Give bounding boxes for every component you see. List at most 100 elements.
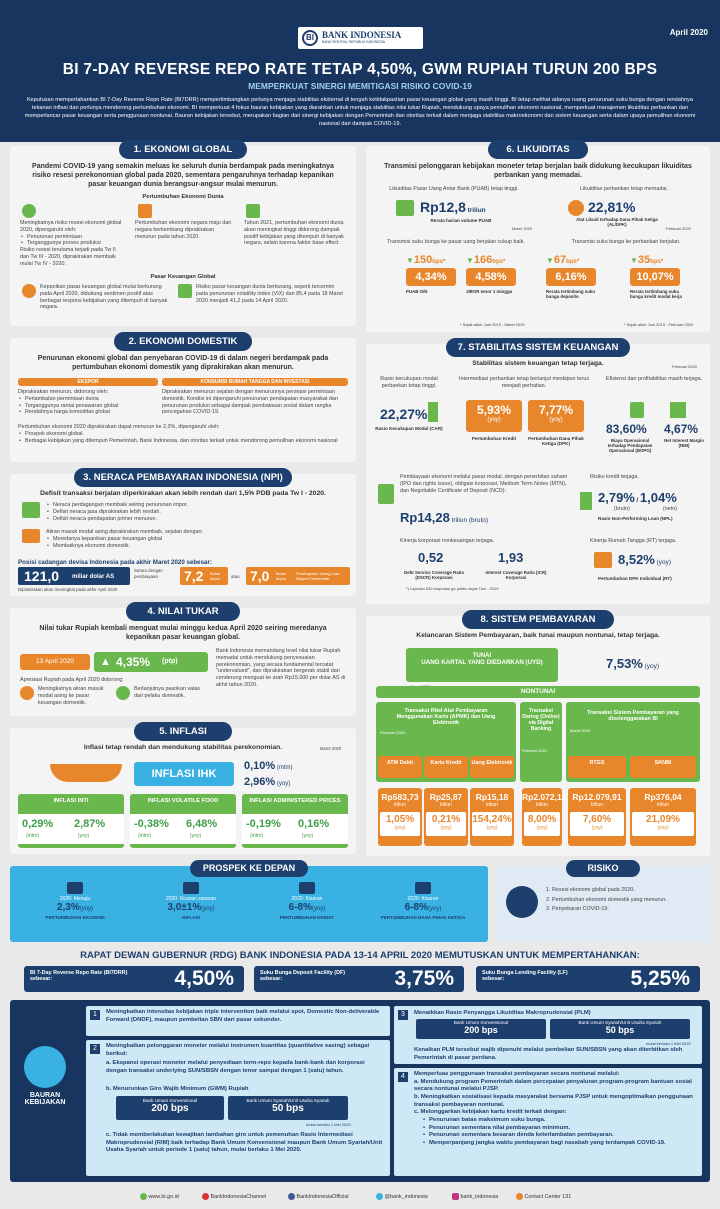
- prospek-icon: [299, 882, 315, 894]
- coins-icon: [568, 200, 584, 216]
- rdg-rate-bi7drr: BI 7-Day Reverse Repo Rate (BI7DRR) sebe…: [24, 966, 244, 992]
- phone-icon: [516, 1193, 523, 1200]
- arrow-down-icon: ▼: [630, 256, 638, 265]
- basket-icon: [50, 764, 122, 782]
- apresiasi-1: Meningkatnya aliran masuk modal asing ke…: [38, 686, 104, 706]
- header: BI BANK INDONESIA BANK SENTRAL REPUBLIK …: [0, 0, 720, 142]
- section-lead: Inflasi tetap rendah dan mendukung stabi…: [83, 744, 283, 751]
- ekspor-text: Diprakirakan menurun, didorong oleh: Per…: [18, 389, 158, 416]
- footer-contact[interactable]: Contact Center 131: [516, 1193, 571, 1200]
- tab-konsumsi: KONSUMSI RUMAH TANGGA DAN INVESTASI: [162, 378, 348, 386]
- puab-date: Maret 2020: [512, 226, 533, 231]
- payment-label: SKNBI: [630, 756, 696, 778]
- prospek-icon: [183, 882, 199, 894]
- prospek-item: 2020: Kisaran sasaran 3,0±1%(yoy) INFLASI: [136, 882, 246, 920]
- dscr-value: 0,52: [418, 550, 444, 565]
- puab-sub: Rerata harian volume PUAB: [430, 218, 492, 223]
- section-title: 4. NILAI TUKAR: [126, 602, 240, 621]
- npl-units: (bruto) (neto): [614, 506, 677, 512]
- inflasi-date: Maret 2020: [320, 746, 342, 751]
- arrow-down-icon: ▼: [466, 256, 474, 265]
- months-2: 7,0 Bulan Impor Pembayaran Utang Luar Ne…: [246, 567, 350, 585]
- note-2: * Sejak akhir Juni 2019 - Februari 2020: [624, 322, 694, 327]
- reserve-value: 121,0: [24, 568, 60, 584]
- footer-twitter[interactable]: @bank_indonesia: [376, 1193, 428, 1200]
- nim-value: 4,67%: [664, 422, 699, 436]
- footer-youtube[interactable]: BankIndonesiaChannel: [202, 1193, 266, 1200]
- al-value: 22,81%: [588, 199, 636, 215]
- apmk-date: Februari 2020: [380, 730, 405, 735]
- footer-facebook[interactable]: BankIndonesiaOfficial: [288, 1193, 349, 1200]
- rate-cell: ▼166bps* 4,58% JIBOR tenor 1 minggu: [466, 254, 528, 294]
- payment-value: Rp376,04 triliun 21,09% (yoy): [630, 788, 696, 846]
- footer-web[interactable]: www.bi.go.id: [140, 1193, 179, 1200]
- footer-instagram[interactable]: bank_indonesia: [452, 1193, 498, 1200]
- payment-label: RTGS: [568, 756, 626, 778]
- prospek-icon: [67, 882, 83, 894]
- number-4: 4: [398, 1072, 408, 1082]
- number-1: 1: [90, 1010, 100, 1020]
- ssk-date: Februari 2020: [672, 364, 697, 369]
- ship-icon: [22, 502, 40, 518]
- section-ekonomi-domestik: 2. EKONOMI DOMESTIK Penurunan ekonomi gl…: [10, 332, 356, 462]
- months-1: 7,2 Bulan Impor: [180, 567, 228, 585]
- section-lead: Nilai tukar Rupiah kembali menguat mulai…: [39, 625, 327, 642]
- uyd-value: 7,53% (yoy): [606, 656, 659, 671]
- page-title: BI 7-DAY REVERSE REPO RATE TETAP 4,50%, …: [62, 61, 658, 78]
- gwm-conventional: Bank Umum Konvensional 200 bps: [116, 1096, 224, 1120]
- risk-label: Risiko kredit terjaga.: [590, 474, 639, 480]
- al-sub: Alat Likuid terhadap Dana Pihak Ketiga (…: [576, 217, 658, 227]
- number-2: 2: [90, 1044, 100, 1054]
- section-npi: 3. NERACA PEMBAYARAN INDONESIA (NPI) Def…: [10, 468, 356, 596]
- section-ekonomi-global: 1. EKONOMI GLOBAL Pandemi COVID-19 yang …: [10, 140, 356, 326]
- page-subtitle: MEMPERKUAT SINERGI MEMITIGASI RISIKO COV…: [248, 81, 472, 91]
- puab-label: Likuiditas Pasar Uang Antar Bank (PUAB) …: [389, 186, 519, 192]
- reserve-box: 121,0 miliar dolar AS: [18, 567, 130, 585]
- korporasi-label: Kinerja korporasi nonkeuangan terjaga.: [400, 538, 495, 544]
- section-lead: Stabilitas sistem keuangan tetap terjaga…: [472, 360, 604, 367]
- logo-text: BANK INDONESIA: [322, 30, 402, 40]
- section-title: 5. INFLASI: [134, 722, 232, 741]
- prospek-icon: [415, 882, 431, 894]
- reserve-title: Posisi cadangan devisa Indonesia pada ak…: [18, 559, 212, 566]
- arrow-down-icon: ▼: [406, 256, 414, 265]
- plm-syariah: Bank Umum Syariah/Unit Usaha Syariah 50 …: [550, 1019, 690, 1039]
- document-icon: [378, 484, 394, 504]
- bank-rates-label: Transmisi suku bunga ke perbankan berjal…: [571, 239, 681, 245]
- prospek-item: 2020: Kisaran 6-8%(yoy) PERTUMBUHAN DANA P…: [368, 882, 478, 920]
- col-growth: Pertumbuhan ekonomi negara maju dan nega…: [135, 220, 232, 240]
- subheading: Pertumbuhan Ekonomi Dunia: [142, 194, 224, 200]
- market-text-2: Risiko pasar keuangan dunia berkurang, s…: [196, 284, 343, 304]
- prospek-item: 2020: Kisaran 6-8%(yoy) PERTUMBUHAN KREDIT: [252, 882, 362, 920]
- rt-label: Kinerja Rumah Tangga (RT) terjaga.: [590, 538, 677, 544]
- payment-value: Rp15,18 triliun 154,24% (yoy): [470, 788, 514, 846]
- risiko-list: 1. Resesi ekonomi global pada 2020. 2. P…: [546, 887, 667, 913]
- section-title: 2. EKONOMI DOMESTIK: [114, 332, 252, 351]
- dpk-box: 7,77% (yoy): [528, 400, 584, 432]
- inflasi-card: INFLASI VOLATILE FOOD -0,38% (mtm) 6,48% (yo…: [130, 794, 236, 848]
- money-icon: [22, 529, 40, 543]
- section-title: 1. EKONOMI GLOBAL: [119, 140, 247, 159]
- rdg-panel: RAPAT DEWAN GUBERNUR (RDG) BANK INDONESI…: [10, 946, 710, 996]
- car-heading: Rasio kecukupan modal perbankan tetap ti…: [380, 376, 438, 389]
- ihk-mtm: 0,10% (mtm): [244, 760, 293, 772]
- section-lead: Penurunan ekonomi global dan penyebaran …: [37, 355, 329, 372]
- ihk-yoy: 2,96% (yoy): [244, 776, 291, 788]
- payment-label: ATM Debit: [378, 756, 422, 778]
- web-icon: [140, 1193, 147, 1200]
- rate-cell: ▼67bps* 6,16% Rerata tertimbang suku bunga…: [546, 254, 596, 299]
- arrow-up-icon: ▲: [100, 656, 111, 668]
- section-lead: Kelancaran Sistem Pembayaran, baik tunai…: [416, 632, 660, 639]
- rate-cell: ▼35bps* 10,07% Rerata tertimbang suku bung…: [630, 254, 682, 299]
- calculator-icon: [630, 402, 644, 418]
- inflasi-card: INFLASI INTI 0,29% (mtm) 2,87% (yoy): [18, 794, 124, 848]
- payment-value: Rp2.072,12 triliun 8,00% (yoy): [522, 788, 566, 846]
- virus-icon: [506, 886, 538, 918]
- market-text-1: Kepanikan pasar keuangan global mulai be…: [40, 284, 168, 311]
- apresiasi-2: Berlanjutnya pasokan valas dari pelaku d…: [134, 686, 200, 699]
- npi-list: Neraca perdagangan membaik seiring penur…: [46, 502, 346, 522]
- efisiensi-heading: Efisiensi dan profitabilitas masih terja…: [605, 376, 703, 382]
- bi-date: Maret 2020: [570, 728, 591, 733]
- konsumsi-text: Diprakirakan menurun sejalan dengan menu…: [162, 389, 338, 416]
- policy-2: 2 Meningkatkan pelonggaran moneter melal…: [86, 1040, 390, 1176]
